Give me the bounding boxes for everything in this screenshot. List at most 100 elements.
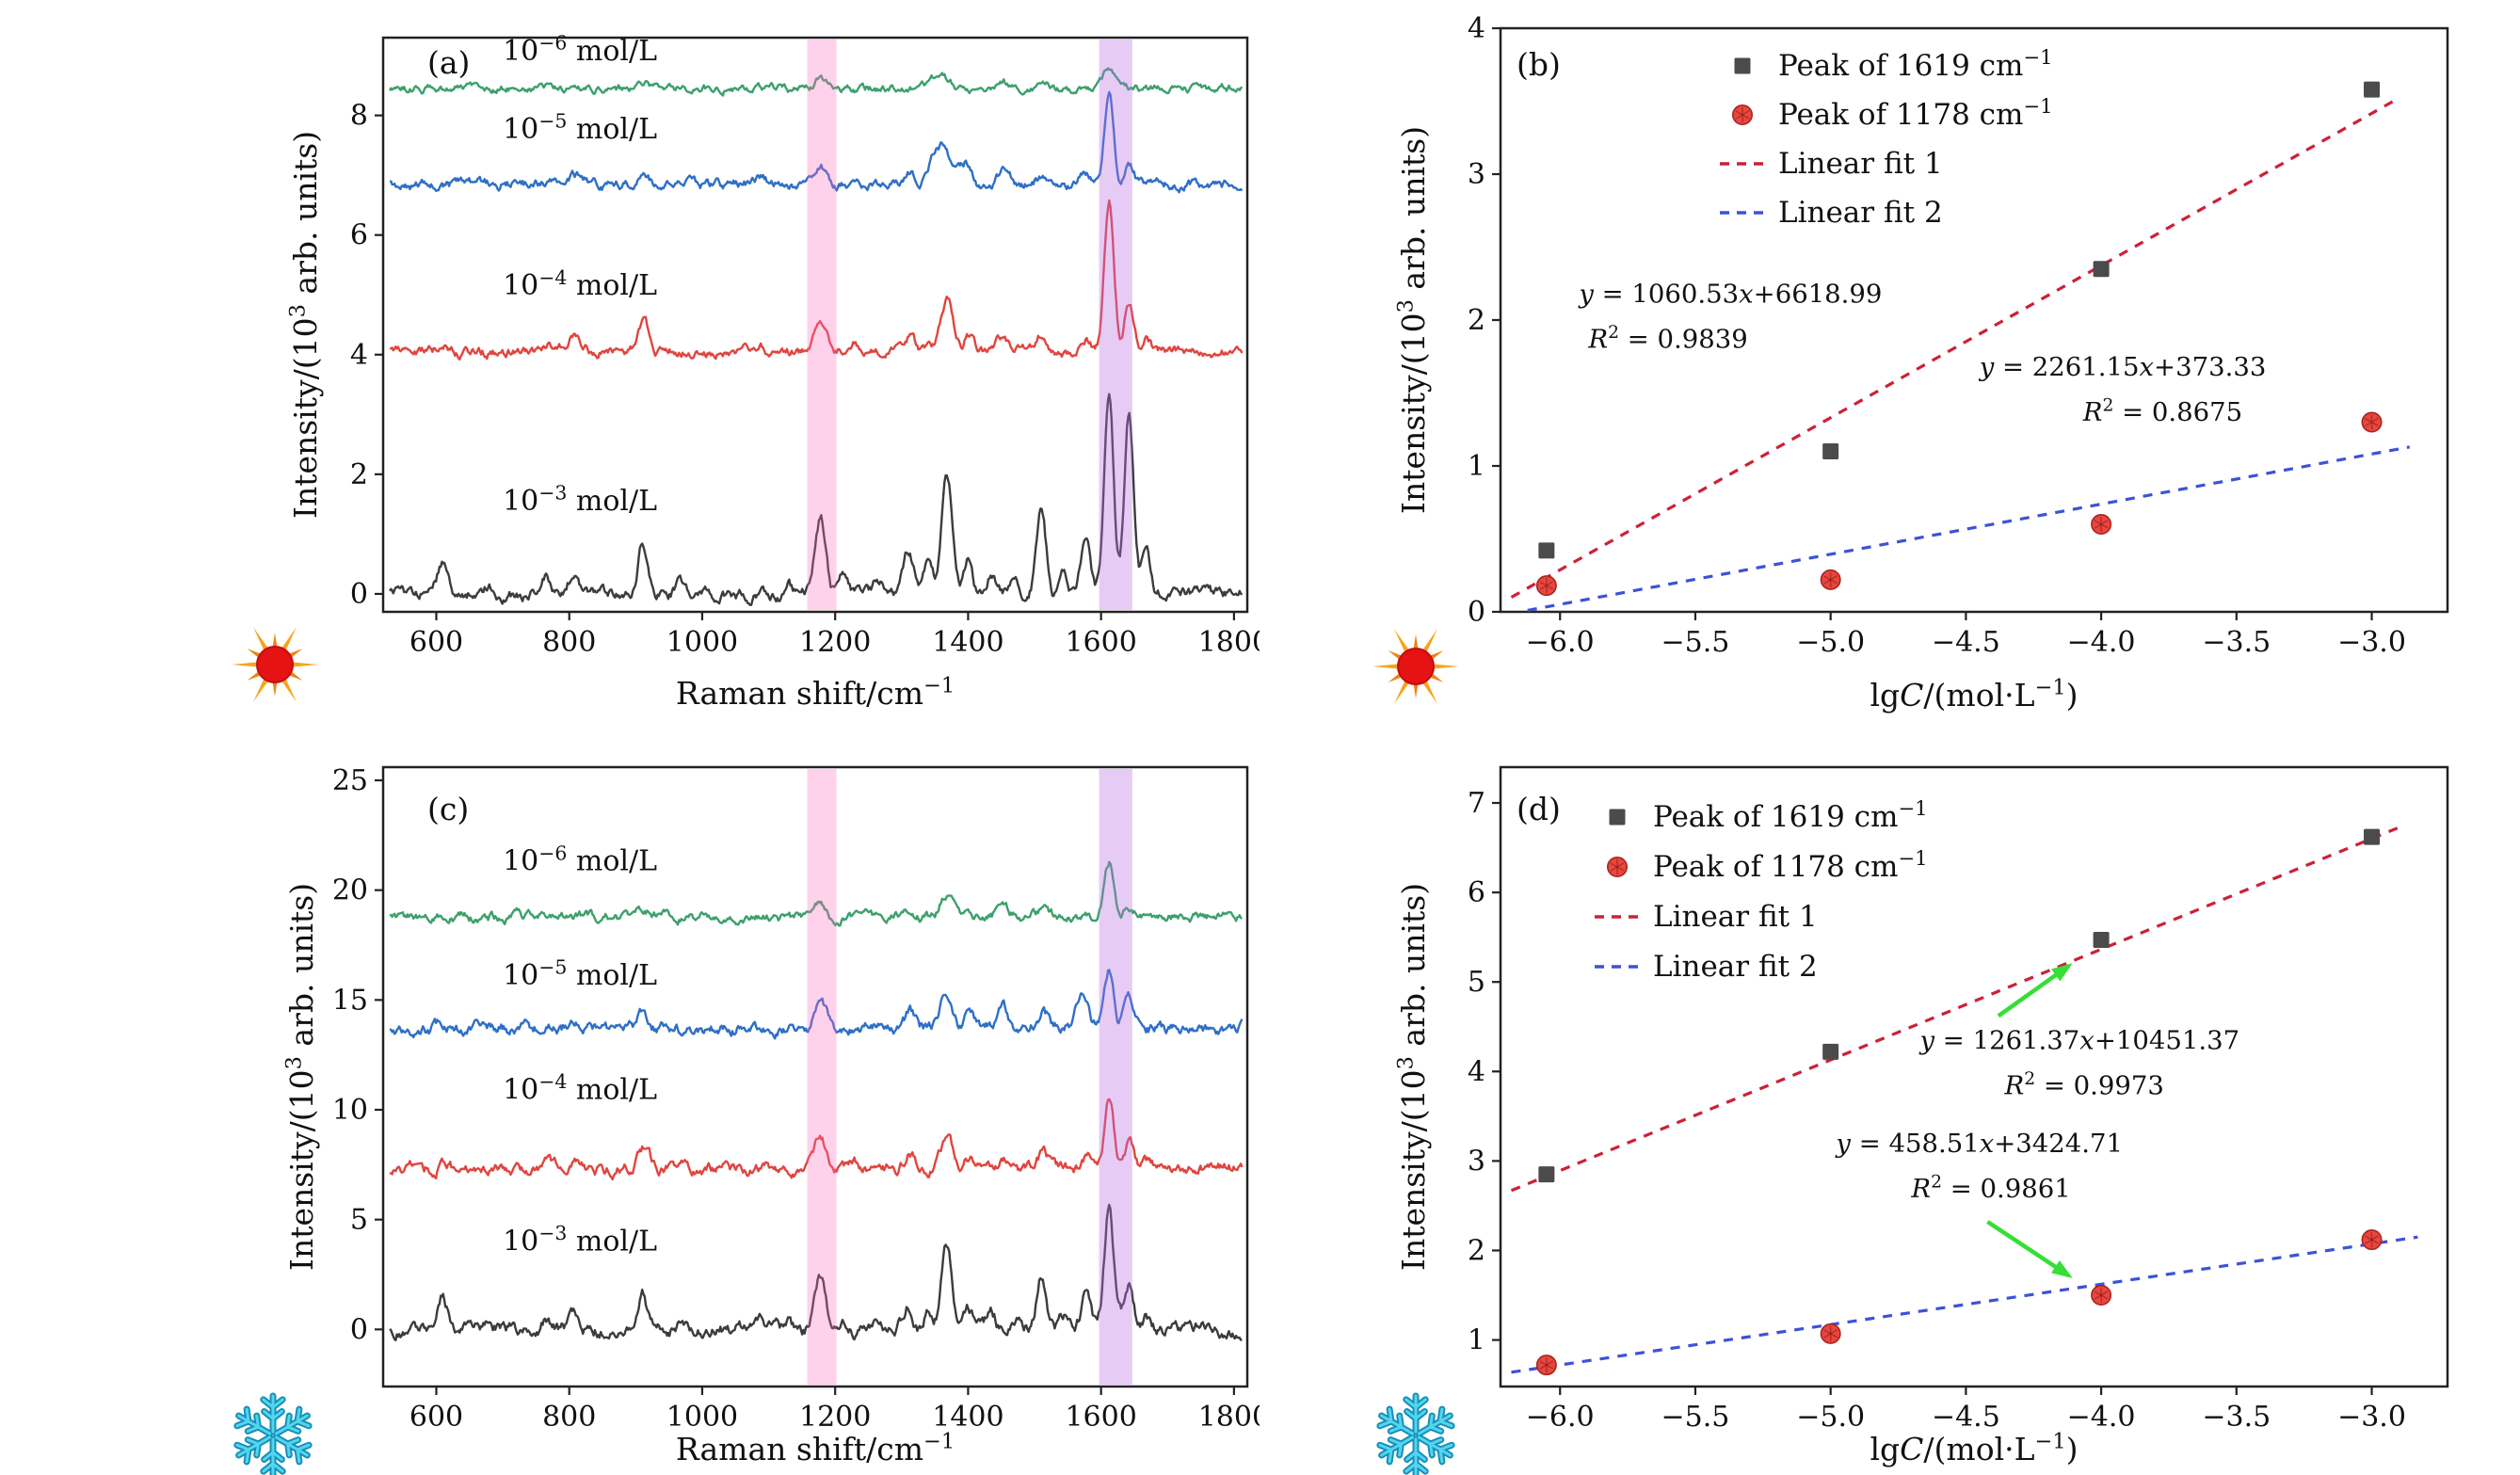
x-tick-label: 1000	[666, 1401, 738, 1434]
x-tick-label: 1400	[932, 1401, 1003, 1434]
snowflake-icon	[1376, 1392, 1455, 1475]
y-tick-label: 4	[1468, 12, 1485, 45]
fit-line	[1511, 1235, 2418, 1374]
x-axis-label: Raman shift/cm−1	[676, 1429, 955, 1467]
y-tick-label: 15	[332, 984, 368, 1017]
trace-label: 10−6 mol/L	[503, 32, 657, 68]
y-tick-label: 1	[1468, 450, 1485, 483]
circle-marker-spoke	[2365, 417, 2379, 427]
y-tick-label: 8	[350, 100, 368, 133]
annotation-arrow-head	[2051, 1260, 2073, 1278]
x-tick-label: 1400	[932, 626, 1003, 659]
x-tick-label: −3.5	[2202, 1401, 2271, 1434]
legend: Peak of 1619 cm−1 Peak of 1178 cm−1 Linear…	[1720, 45, 2053, 230]
square-marker	[1822, 443, 1839, 459]
sun-icon	[232, 627, 318, 702]
y-tick-label: 5	[350, 1204, 368, 1237]
legend-label: Linear fit 1	[1653, 900, 1818, 934]
square-marker	[1822, 1043, 1839, 1060]
x-tick-label: −3.0	[2337, 626, 2406, 659]
legend-label: Peak of 1178 cm−1	[1653, 846, 1928, 884]
annotation-arrow-head	[2051, 963, 2073, 982]
x-axis-label: lgC/(mol·L−1)	[1870, 1429, 2078, 1467]
y-tick-label: 1	[1468, 1324, 1485, 1357]
y-tick-label: 3	[1468, 158, 1485, 191]
x-tick-label: 600	[409, 626, 463, 659]
sun-ray	[1421, 629, 1437, 654]
sun-ray	[253, 677, 269, 702]
raman-trace	[389, 969, 1244, 1040]
panel-letter: (d)	[1517, 791, 1561, 827]
x-tick-label: 800	[542, 1401, 596, 1434]
scatter-content	[1510, 81, 2411, 613]
highlight-band	[807, 40, 837, 610]
square-marker	[1538, 542, 1555, 559]
fit-equation: R2 = 0.9861	[1910, 1172, 2070, 1203]
y-tick-label: 0	[350, 578, 368, 611]
legend: Peak of 1619 cm−1 Peak of 1178 cm−1 Linear…	[1595, 796, 1928, 984]
square-marker	[2093, 261, 2110, 278]
y-axis-label: Intensity/(103 arb. units)	[281, 883, 320, 1271]
circle-marker-spoke	[1823, 575, 1838, 585]
trace-label: 10−6 mol/L	[503, 842, 657, 877]
plot-frame	[381, 36, 1249, 614]
axes-b: −6.0 −5.5 −5.0 −4.5 −4.0 −3.5 −3.0 0 1 2 3 4 lgC/(mo…	[1393, 12, 2449, 713]
x-tick-label: −5.5	[1661, 1401, 1730, 1434]
x-tick-label: 600	[409, 1401, 463, 1434]
panel-letter: (c)	[427, 791, 469, 827]
raman-trace	[389, 90, 1244, 194]
circle-marker-spoke	[1539, 581, 1554, 590]
sun-ray	[281, 627, 297, 652]
x-tick-label: −3.5	[2202, 626, 2271, 659]
snowflake-icon	[233, 1392, 313, 1475]
y-axis-label: Intensity/(103 arb. units)	[1393, 883, 1432, 1271]
circle-marker-spoke	[1539, 1360, 1554, 1370]
plot-frame	[1499, 765, 2449, 1388]
sun-ray	[1372, 664, 1401, 669]
x-axis-label: lgC/(mol·L−1)	[1870, 675, 2078, 713]
trace-label: 10−3 mol/L	[503, 482, 657, 518]
x-tick-label: 1000	[666, 626, 738, 659]
sun-ray	[1413, 681, 1419, 698]
square-marker	[1734, 57, 1751, 74]
panel-d-chart: −6.0 −5.5 −5.0 −4.5 −4.0 −3.5 −3.0 1 2 3 4 5 6 7 lgC/(…	[1376, 765, 2449, 1475]
sun-ray	[290, 662, 318, 667]
square-marker	[2364, 828, 2381, 845]
plot-frame	[381, 765, 1249, 1388]
fit-equation: y = 1261.37x+10451.37	[1918, 1026, 2240, 1056]
fit-line	[1527, 445, 2411, 613]
y-tick-label: 6	[350, 219, 368, 252]
fit-equation: y = 458.51x+3424.71	[1834, 1129, 2123, 1159]
sun-ray	[232, 662, 260, 667]
sun-ray	[281, 677, 297, 702]
raman-trace	[390, 199, 1244, 361]
panel-c: 10−6 mol/L 10−5 mol/L 10−4 mol/L 10−3 mol/L…	[0, 737, 1260, 1475]
y-tick-label: 6	[1468, 876, 1485, 909]
square-marker	[2093, 932, 2110, 949]
panel-a: 10−6 mol/L 10−5 mol/L 10−4 mol/L 10−3 mol/L…	[0, 0, 1260, 737]
trace-label: 10−5 mol/L	[503, 956, 657, 992]
raman-trace	[389, 67, 1244, 97]
square-marker	[2364, 81, 2381, 98]
y-tick-label: 4	[350, 339, 368, 372]
x-tick-label: −3.0	[2337, 1401, 2406, 1434]
y-tick-label: 0	[350, 1313, 368, 1346]
circle-marker-spoke	[2094, 520, 2109, 529]
circle-marker-spoke	[1610, 862, 1625, 872]
legend-label: Linear fit 2	[1653, 950, 1818, 984]
x-tick-label: −6.0	[1526, 626, 1595, 659]
legend-label: Peak of 1178 cm−1	[1778, 94, 2053, 132]
sun-core	[256, 646, 294, 683]
y-tick-label: 0	[1468, 596, 1485, 629]
panel-letter: (a)	[427, 44, 470, 81]
x-tick-label: −4.5	[1932, 1401, 2000, 1434]
legend-label: Peak of 1619 cm−1	[1778, 45, 2053, 83]
fit-equation: R2 = 0.9839	[1587, 323, 1747, 354]
panel-c-chart: 10−6 mol/L 10−5 mol/L 10−4 mol/L 10−3 mol/L…	[233, 764, 1260, 1475]
x-tick-label: 1600	[1065, 1401, 1136, 1434]
y-tick-label: 10	[332, 1094, 368, 1127]
x-tick-label: −5.0	[1796, 1401, 1865, 1434]
spectra-traces	[389, 67, 1244, 606]
fit-equation: y = 2261.15x+373.33	[1978, 352, 2267, 382]
